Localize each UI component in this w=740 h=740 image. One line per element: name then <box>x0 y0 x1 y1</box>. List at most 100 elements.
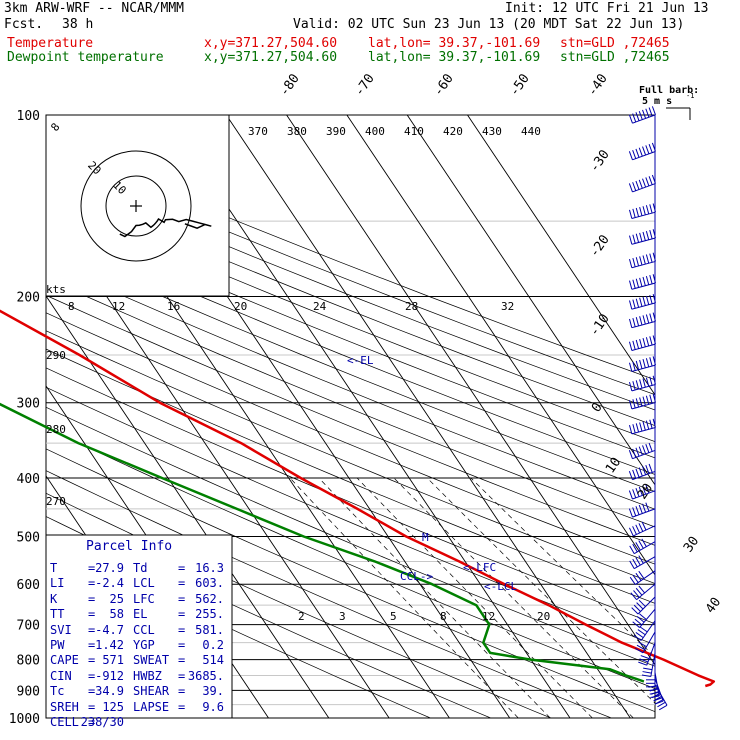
theta-e-label: 410 <box>404 125 424 138</box>
dry-adiabat <box>46 348 655 604</box>
parcel-eq: = <box>88 715 96 729</box>
pressure-tick-label: 600 <box>17 578 40 593</box>
dry-adiabat <box>46 367 655 625</box>
init-time: Init: 12 UTC Fri 21 Jun 13 <box>505 1 709 16</box>
mixing-ratio-label: 20 <box>537 610 550 623</box>
temperature-stn: stn=GLD ,72465 <box>560 36 670 51</box>
parcel-value: 9.6 <box>202 699 224 714</box>
wind-barb <box>641 652 656 678</box>
dewpoint-latlon: lat,lon= 39.37,-101.69 <box>368 50 541 65</box>
isotherm-label: 10 <box>603 455 624 476</box>
mixing-ratio-line <box>426 477 655 704</box>
parcel-value: 238/30 <box>80 715 124 729</box>
wind-barb <box>628 484 656 500</box>
isotherm-line <box>286 115 655 666</box>
wind-barbs <box>628 106 691 711</box>
pressure-tick-label: 200 <box>17 291 40 306</box>
mixing-ratio-line <box>393 477 634 718</box>
parcel-key: HWBZ <box>133 668 162 683</box>
wind-barb <box>628 142 656 161</box>
parcel-eq: = <box>88 591 96 606</box>
hodo-speed-label: 24 <box>313 300 327 313</box>
dry-adiabat <box>46 183 655 427</box>
wind-barb <box>631 596 656 615</box>
parcel-key: LCL <box>133 576 155 591</box>
parcel-value: -2.4 <box>95 576 124 591</box>
parcel-value: 25 <box>109 591 124 606</box>
theta-e-label: 420 <box>443 125 463 138</box>
parcel-eq: = <box>88 561 96 575</box>
mixing-ratio-label: 12 <box>482 610 495 623</box>
dry-adiabat <box>46 198 655 442</box>
wind-barb <box>628 463 656 481</box>
mixing-ratio-line <box>356 477 593 718</box>
parcel-eq: = <box>88 653 96 668</box>
parcel-value: 0.2 <box>202 638 224 652</box>
temperature-legend: Temperature <box>7 36 94 51</box>
dewpoint-xy: x,y=371.27,504.60 <box>204 50 338 65</box>
parcel-key: SHEAR <box>133 684 170 699</box>
parcel-key: Td <box>133 561 148 575</box>
parcel-key: LFC <box>133 591 155 606</box>
mixing-ratio-line <box>318 477 551 718</box>
parcel-value: 27.9 <box>95 561 124 575</box>
wind-barb <box>629 203 656 219</box>
wind-barb <box>632 608 656 628</box>
parcel-value: 58 <box>109 607 124 622</box>
parcel-key: SVI <box>50 622 72 637</box>
parcel-value: 514 <box>202 653 224 668</box>
hodo-ring <box>105 175 167 237</box>
parcel-eq: = <box>88 699 96 714</box>
theta-e-label: 380 <box>287 125 307 138</box>
pressure-tick-label: 100 <box>17 109 40 124</box>
hodo-units: kts <box>46 283 66 296</box>
fcst-label: Fcst. <box>4 17 44 32</box>
dry-adiabat <box>46 470 612 718</box>
isotherm-label: -10 <box>587 311 613 339</box>
wind-barb <box>629 375 656 392</box>
barb-legend-exp: -1 <box>686 92 694 100</box>
theta-e-label: 370 <box>248 125 268 138</box>
dry-adiabat <box>46 427 655 689</box>
isotherm-label: -20 <box>587 232 613 260</box>
isotherm-line <box>406 115 655 486</box>
valid-time: Valid: 02 UTC Sun 23 Jun 13 (20 MDT Sat … <box>293 17 685 32</box>
parcel-info-title: Parcel Info <box>86 539 173 554</box>
pressure-tick-label: 900 <box>17 684 40 699</box>
parcel-key: TT <box>50 607 65 622</box>
wind-barb <box>629 418 656 435</box>
hodograph <box>45 114 230 297</box>
isotherm-line <box>165 115 571 718</box>
wind-barb <box>629 229 656 245</box>
wind-barb <box>629 555 656 570</box>
el-marker: <-EL <box>347 354 374 367</box>
mixing-ratio-label: 3 <box>339 610 346 623</box>
hodo-ring <box>80 150 192 262</box>
dry-adiabat <box>46 448 655 712</box>
parcel-eq: = <box>88 684 96 699</box>
dry-adiabat <box>46 261 655 510</box>
isotherm-line <box>346 115 655 576</box>
parcel-key: T <box>50 561 58 575</box>
parcel-eq: = <box>88 638 96 652</box>
parcel-eq: = <box>88 607 96 622</box>
lfc-marker: <-LFC <box>463 561 496 574</box>
wind-barb <box>629 538 656 555</box>
wind-barb <box>634 631 656 654</box>
parcel-key: EL <box>133 607 148 622</box>
parcel-value: 3685. <box>187 668 224 683</box>
mixing-ratio-line <box>289 477 519 718</box>
isotherm-line <box>225 115 631 718</box>
parcel-eq: = <box>178 607 186 622</box>
dry-adiabat-label: 290 <box>46 349 66 362</box>
pressure-tick-label: 700 <box>17 619 40 634</box>
parcel-eq: = <box>88 668 96 683</box>
isotherm-label: -50 <box>507 71 533 99</box>
isotherm-label: -30 <box>587 147 613 175</box>
theta-e-label: 400 <box>365 125 385 138</box>
parcel-value: 255. <box>195 607 224 622</box>
temperature-profile <box>0 309 716 688</box>
wind-barb <box>628 174 656 193</box>
wind-barb <box>629 312 656 329</box>
